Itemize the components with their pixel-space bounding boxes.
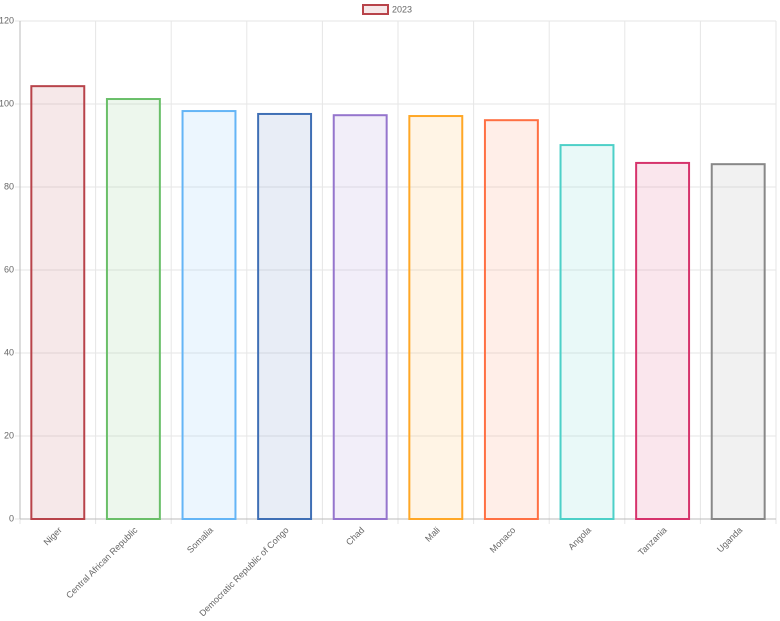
x-tick-label: Uganda [715,525,744,554]
x-tick-label: Tanzania [636,525,669,558]
x-tick-label: Mali [423,525,442,544]
bar [559,144,615,521]
y-tick-label: 0 [9,513,14,523]
y-tick-label: 100 [0,98,14,108]
y-tick-label: 80 [4,181,14,191]
x-tick-label: Somalia [185,525,215,555]
bar [332,114,388,521]
bar [105,98,161,521]
bar [257,112,313,521]
legend-swatch [362,4,389,15]
bar [408,115,464,520]
y-tick-label: 60 [4,264,14,274]
x-tick-label: Angola [566,525,593,552]
bar [710,163,766,521]
x-tick-label: Democratic Republic of Congo [197,525,290,616]
bar [483,119,539,520]
y-tick-label: 40 [4,347,14,357]
bar [181,110,237,521]
bar [635,161,691,520]
y-tick-label: 120 [0,15,14,25]
x-tick-label: Niger [42,525,64,547]
y-tick-label: 20 [4,430,14,440]
bar [30,85,86,520]
legend-label: 2023 [392,4,412,14]
x-tick-label: Chad [344,525,366,547]
x-tick-label: Central African Republic [64,525,140,601]
x-tick-label: Monaco [488,525,518,555]
